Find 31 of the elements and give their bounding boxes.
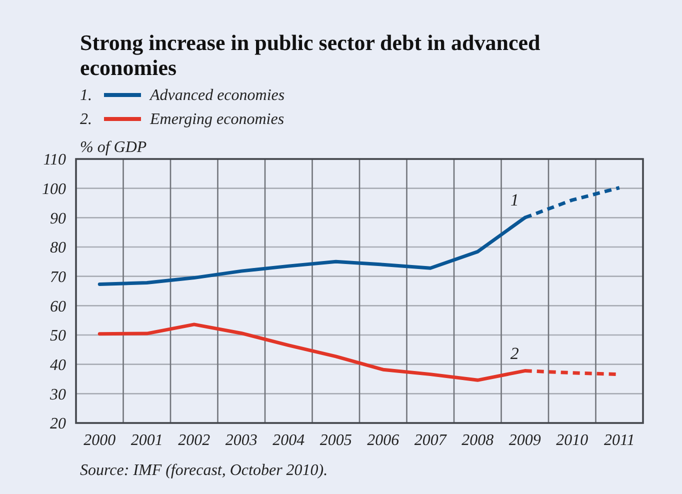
y-tick-label: 60: [50, 298, 66, 316]
x-tick-label: 2010: [556, 432, 588, 449]
text: 1.: [80, 87, 92, 104]
legend-label: Emerging economies: [149, 111, 284, 128]
y-tick-label: 90: [50, 210, 66, 228]
x-tick-label: 2003: [225, 432, 258, 449]
x-tick-label: 2007: [414, 432, 448, 449]
y-tick-label: 80: [50, 240, 66, 257]
x-tick-label: 2001: [130, 432, 163, 449]
y-tick-label: 20: [50, 416, 66, 433]
y-tick-label: 100: [42, 180, 66, 198]
y-tick-label: 40: [50, 356, 66, 374]
x-tick-label: 2009: [508, 432, 541, 449]
y-axis-title: % of GDP: [80, 139, 147, 156]
x-tick-label: 2006: [367, 432, 400, 449]
x-tick-label: 2005: [320, 432, 352, 449]
y-tick-label: 50: [50, 328, 66, 345]
source-note: Source: IMF (forecast, October 2010).: [80, 462, 328, 479]
text: 2.: [80, 111, 92, 128]
chart-title: Strong increase in public sector debt in advanced economies: [80, 30, 540, 80]
x-tick-label: 2008: [462, 432, 494, 449]
y-tick-label: 70: [50, 268, 66, 286]
annotation: 1: [510, 190, 519, 210]
x-tick-label: 2002: [178, 432, 210, 449]
y-tick-label: 30: [49, 386, 66, 404]
annotation: 2: [510, 344, 520, 363]
y-tick-label: 110: [43, 152, 66, 169]
legend-label: Advanced economies: [149, 87, 285, 104]
x-tick-label: 2000: [84, 432, 116, 449]
x-tick-label: 2011: [604, 432, 635, 449]
x-tick-label: 2004: [272, 432, 305, 449]
